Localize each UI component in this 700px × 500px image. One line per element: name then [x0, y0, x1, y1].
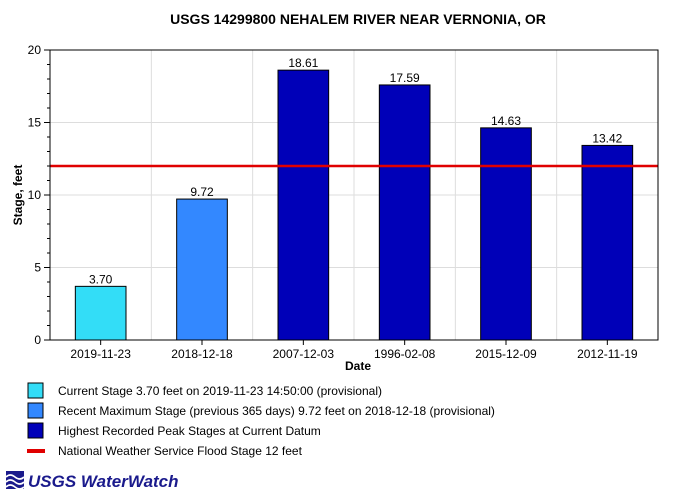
legend-swatch [27, 422, 44, 439]
bar-value-label: 9.72 [190, 185, 214, 199]
y-tick-label: 15 [28, 116, 42, 130]
y-tick-label: 10 [28, 188, 42, 202]
bars [74, 69, 634, 341]
legend-swatch [27, 402, 44, 419]
legend-entry: National Weather Service Flood Stage 12 … [58, 444, 303, 458]
bar [176, 198, 228, 341]
grid [50, 50, 659, 340]
logo-text: USGS WaterWatch [28, 472, 179, 491]
bar [581, 144, 634, 341]
bar [480, 127, 532, 341]
legend-entry: Current Stage 3.70 feet on 2019-11-23 14… [58, 384, 382, 398]
y-tick-label: 0 [34, 333, 41, 347]
x-tick-label: 1996-02-08 [374, 347, 436, 361]
legend-entry: Highest Recorded Peak Stages at Current … [58, 424, 321, 438]
legend-swatch [27, 382, 44, 399]
legend: Current Stage 3.70 feet on 2019-11-23 14… [27, 382, 495, 458]
legend-entry: Recent Maximum Stage (previous 365 days)… [58, 404, 495, 418]
x-tick-label: 2019-11-23 [70, 347, 131, 361]
chart-title: USGS 14299800 NEHALEM RIVER NEAR VERNONI… [170, 11, 546, 27]
bar-value-label: 14.63 [491, 114, 521, 128]
usgs-logo-icon [5, 471, 25, 490]
y-axis-label: Stage, feet [11, 165, 25, 226]
bar-value-label: 17.59 [390, 71, 420, 85]
x-tick-label: 2007-12-03 [273, 347, 335, 361]
x-tick-label: 2015-12-09 [475, 347, 537, 361]
y-axis-ticks: 0 5 10 15 20 [28, 43, 50, 347]
bar-value-label: 13.42 [592, 131, 622, 145]
data-labels: 3.70 9.72 18.61 17.59 14.63 13.42 [89, 56, 623, 286]
usgs-logo: USGS WaterWatch [5, 471, 179, 491]
bar [378, 84, 431, 341]
x-axis-label: Date [345, 359, 371, 373]
x-tick-label: 2018-12-18 [171, 347, 233, 361]
x-axis-ticks: 2019-11-23 2018-12-18 2007-12-03 1996-02-08… [70, 340, 638, 361]
y-tick-label: 5 [34, 261, 41, 275]
y-tick-label: 20 [28, 43, 42, 57]
legend-line-swatch [27, 449, 45, 453]
bar [74, 285, 127, 341]
bar [277, 69, 330, 341]
x-tick-label: 2012-11-19 [577, 347, 638, 361]
bar-value-label: 18.61 [288, 56, 318, 70]
bar-value-label: 3.70 [89, 272, 113, 286]
